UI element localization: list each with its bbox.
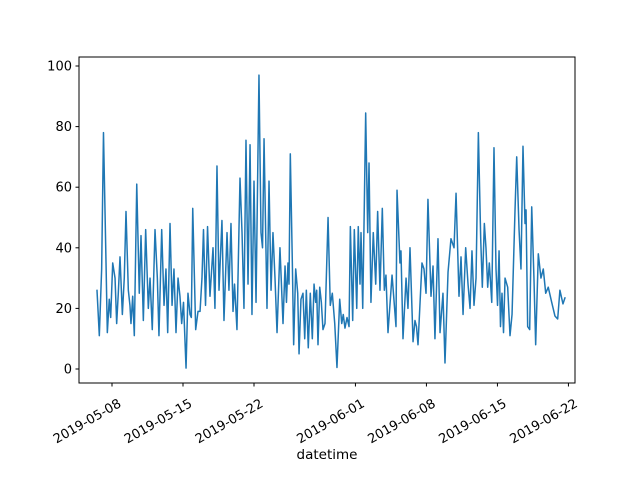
y-tick-label: 0 (64, 363, 72, 378)
y-tick-label: 60 (55, 181, 72, 196)
x-tick-label: 2019-06-15 (436, 396, 509, 447)
plot-border (78, 56, 576, 384)
x-axis-title: datetime (296, 447, 358, 463)
x-tick-label: 2019-05-08 (51, 396, 124, 447)
y-tick-label: 80 (55, 120, 72, 135)
y-tick-label: 20 (55, 302, 72, 317)
data-line (96, 74, 566, 369)
x-tick-label: 2019-06-01 (294, 396, 367, 447)
y-tick-label: 100 (47, 60, 72, 75)
y-tick-label: 40 (55, 241, 72, 256)
x-tick-label: 2019-05-15 (122, 396, 195, 447)
x-tick-label: 2019-06-08 (365, 396, 438, 447)
x-tick-label: 2019-06-22 (507, 396, 580, 447)
x-tick-label: 2019-05-22 (193, 396, 266, 447)
